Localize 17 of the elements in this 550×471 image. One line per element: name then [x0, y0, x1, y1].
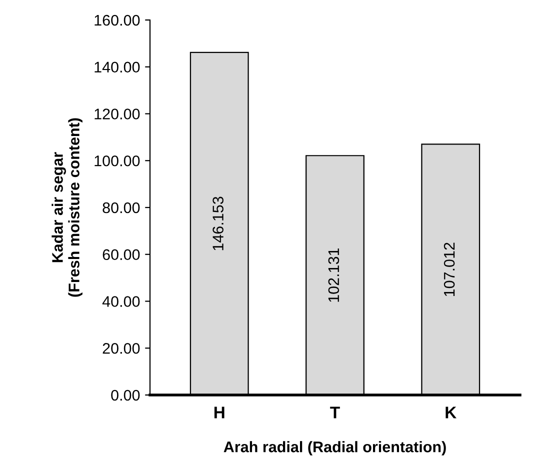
- y-tick-label: 120.00: [94, 108, 140, 120]
- data-label: 146.153: [212, 196, 224, 250]
- data-label: 107.012: [444, 242, 455, 296]
- y-tick-label: 20.00: [102, 342, 140, 354]
- y-tick-label: 100.00: [94, 155, 140, 166]
- y-tick-label: 140.00: [94, 62, 140, 73]
- x-axis-title: Arah radial (Radial orientation): [224, 441, 446, 456]
- y-tick-label: 40.00: [102, 296, 140, 307]
- y-tick-label: 160.00: [94, 14, 140, 26]
- data-label: 102.131: [328, 248, 340, 302]
- x-tick-label: T: [330, 406, 340, 418]
- y-tick-label: 0.00: [111, 390, 140, 401]
- y-axis-title: Kadar air segar (Fresh moisture content): [52, 118, 82, 297]
- y-tick-label: 80.00: [102, 202, 140, 214]
- y-tick-label: 60.00: [102, 249, 140, 260]
- x-tick-label: H: [214, 406, 224, 418]
- x-tick-label: K: [446, 406, 456, 418]
